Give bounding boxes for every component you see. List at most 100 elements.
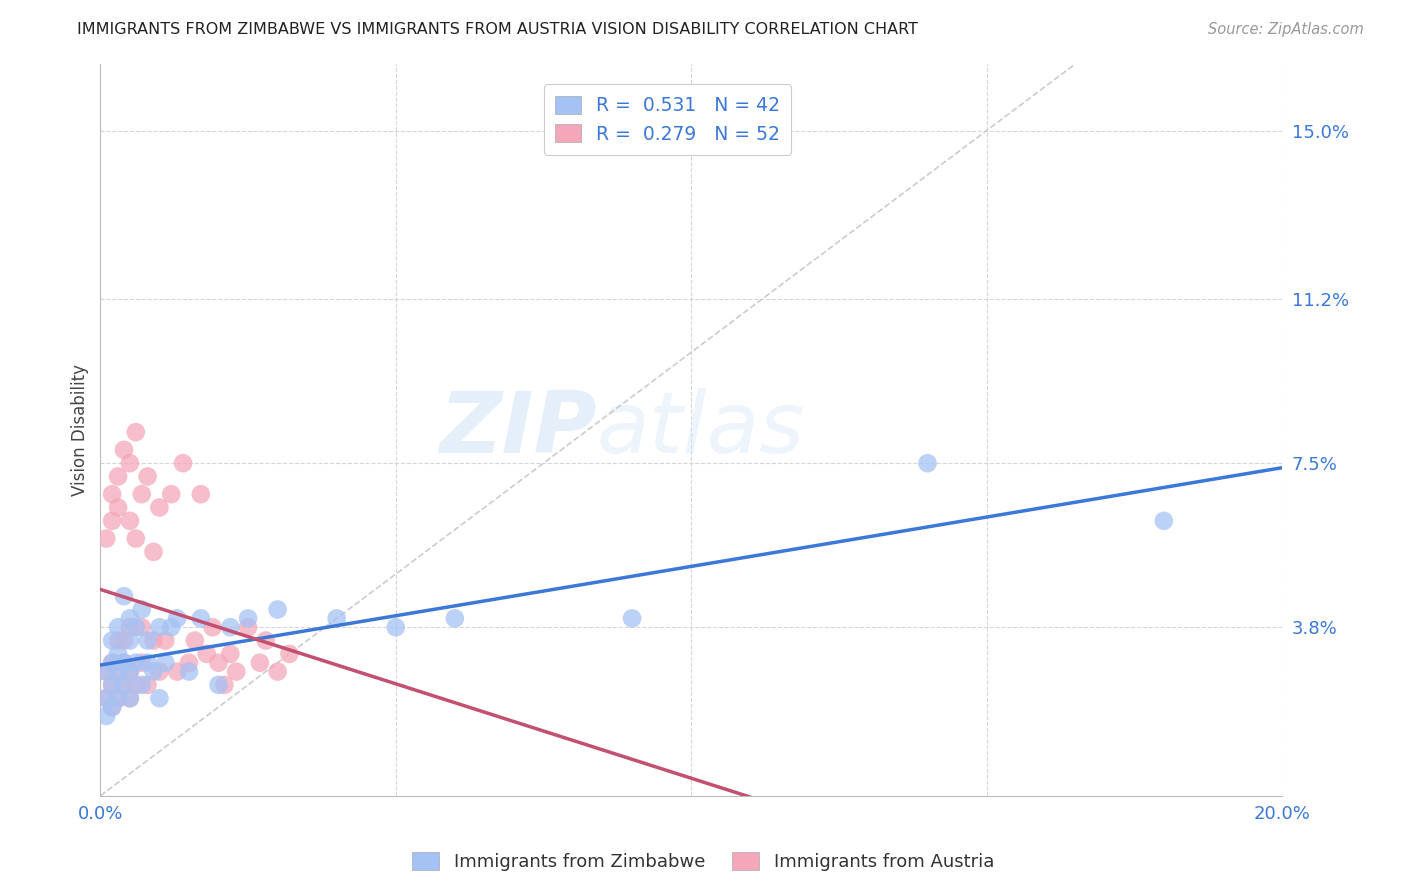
Point — [131, 620, 153, 634]
Point — [101, 700, 124, 714]
Point — [125, 620, 148, 634]
Point — [1153, 514, 1175, 528]
Point — [107, 647, 129, 661]
Point — [101, 656, 124, 670]
Text: IMMIGRANTS FROM ZIMBABWE VS IMMIGRANTS FROM AUSTRIA VISION DISABILITY CORRELATIO: IMMIGRANTS FROM ZIMBABWE VS IMMIGRANTS F… — [77, 22, 918, 37]
Point — [112, 656, 135, 670]
Point — [177, 656, 200, 670]
Point — [249, 656, 271, 670]
Point — [136, 633, 159, 648]
Point — [101, 678, 124, 692]
Point — [96, 691, 118, 706]
Point — [236, 620, 259, 634]
Point — [125, 656, 148, 670]
Point — [118, 456, 141, 470]
Point — [101, 514, 124, 528]
Point — [112, 589, 135, 603]
Point — [118, 665, 141, 679]
Point — [136, 656, 159, 670]
Point — [225, 665, 247, 679]
Point — [107, 633, 129, 648]
Point — [142, 633, 165, 648]
Point — [219, 620, 242, 634]
Point — [190, 611, 212, 625]
Point — [101, 487, 124, 501]
Point — [107, 500, 129, 515]
Point — [118, 665, 141, 679]
Point — [118, 620, 141, 634]
Point — [96, 665, 118, 679]
Point — [201, 620, 224, 634]
Point — [166, 665, 188, 679]
Point — [118, 633, 141, 648]
Text: ZIP: ZIP — [439, 388, 596, 471]
Point — [166, 611, 188, 625]
Legend: R =  0.531   N = 42, R =  0.279   N = 52: R = 0.531 N = 42, R = 0.279 N = 52 — [544, 85, 792, 155]
Point — [118, 691, 141, 706]
Point — [207, 678, 229, 692]
Point — [325, 611, 347, 625]
Point — [125, 425, 148, 439]
Point — [112, 656, 135, 670]
Point — [118, 691, 141, 706]
Point — [107, 469, 129, 483]
Point — [148, 500, 170, 515]
Point — [107, 691, 129, 706]
Point — [131, 656, 153, 670]
Point — [148, 620, 170, 634]
Text: Source: ZipAtlas.com: Source: ZipAtlas.com — [1208, 22, 1364, 37]
Point — [214, 678, 236, 692]
Point — [101, 700, 124, 714]
Point — [621, 611, 644, 625]
Point — [96, 665, 118, 679]
Point — [443, 611, 465, 625]
Point — [107, 620, 129, 634]
Point — [112, 678, 135, 692]
Point — [195, 647, 218, 661]
Point — [207, 656, 229, 670]
Point — [96, 691, 118, 706]
Point — [112, 442, 135, 457]
Point — [278, 647, 301, 661]
Point — [142, 665, 165, 679]
Point — [136, 469, 159, 483]
Point — [125, 678, 148, 692]
Point — [101, 678, 124, 692]
Point — [112, 633, 135, 648]
Legend: Immigrants from Zimbabwe, Immigrants from Austria: Immigrants from Zimbabwe, Immigrants fro… — [405, 846, 1001, 879]
Point — [118, 611, 141, 625]
Point — [131, 602, 153, 616]
Point — [177, 665, 200, 679]
Point — [172, 456, 194, 470]
Point — [101, 656, 124, 670]
Point — [266, 602, 288, 616]
Point — [148, 665, 170, 679]
Point — [112, 678, 135, 692]
Point — [155, 633, 177, 648]
Point — [131, 678, 153, 692]
Point — [148, 691, 170, 706]
Point — [155, 656, 177, 670]
Point — [160, 487, 183, 501]
Point — [266, 665, 288, 679]
Point — [254, 633, 277, 648]
Point — [125, 532, 148, 546]
Point — [96, 709, 118, 723]
Point — [136, 678, 159, 692]
Point — [160, 620, 183, 634]
Point — [107, 691, 129, 706]
Point — [236, 611, 259, 625]
Point — [384, 620, 406, 634]
Point — [107, 665, 129, 679]
Point — [118, 514, 141, 528]
Text: atlas: atlas — [596, 388, 804, 471]
Y-axis label: Vision Disability: Vision Disability — [72, 364, 89, 496]
Point — [184, 633, 207, 648]
Point — [131, 487, 153, 501]
Point — [219, 647, 242, 661]
Point — [96, 532, 118, 546]
Point — [142, 545, 165, 559]
Point — [917, 456, 939, 470]
Point — [101, 633, 124, 648]
Point — [107, 665, 129, 679]
